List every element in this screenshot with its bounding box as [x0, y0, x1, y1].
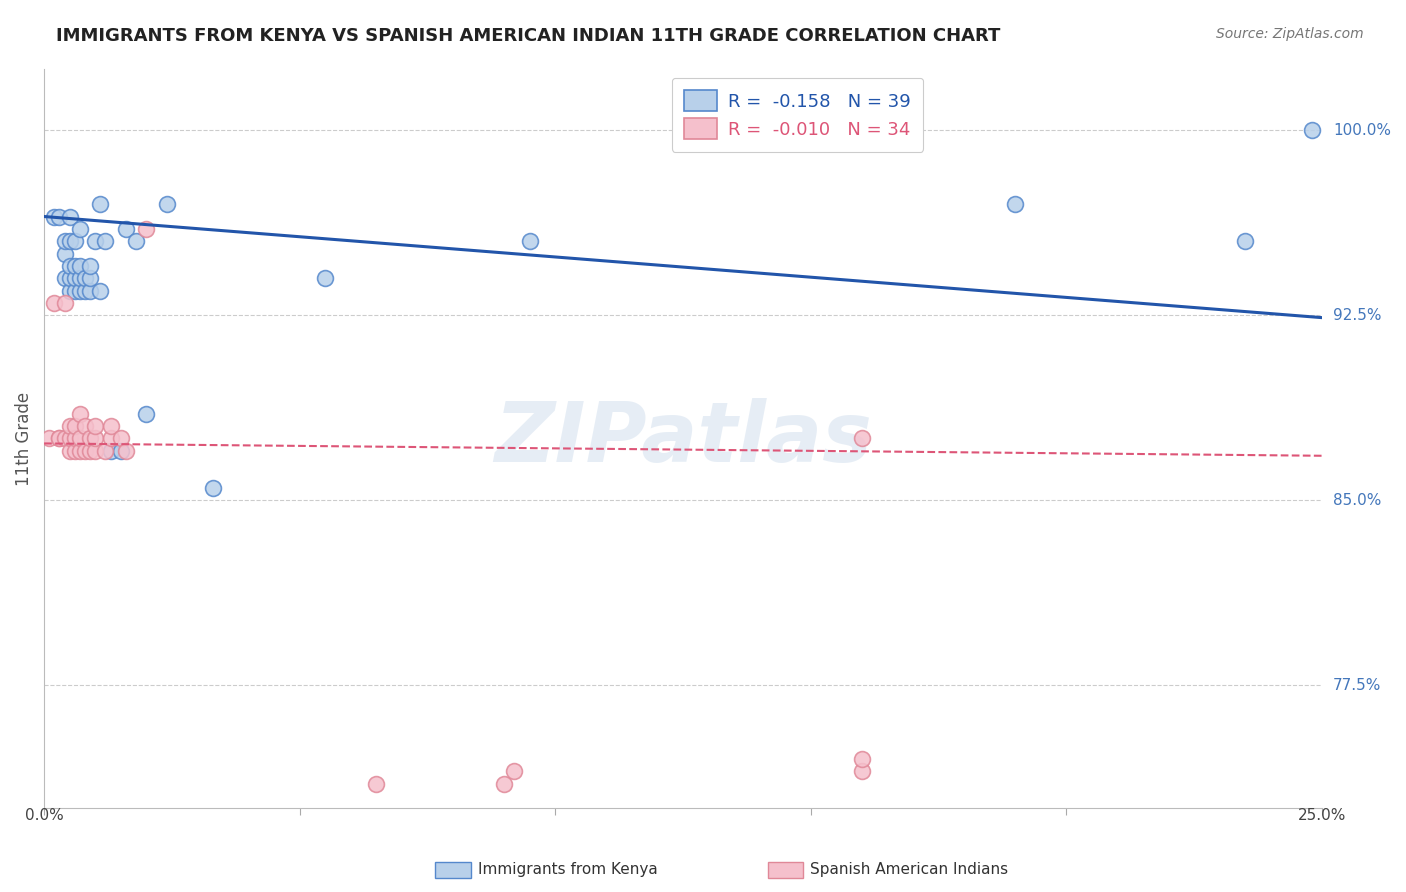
- Point: [79, 259, 101, 273]
- Point: [63, 443, 86, 458]
- Point: [69, 443, 91, 458]
- Text: Immigrants from Kenya: Immigrants from Kenya: [478, 863, 658, 877]
- Point: [63, 419, 86, 434]
- Point: [38, 432, 60, 446]
- Point: [69, 432, 91, 446]
- Point: [69, 407, 91, 421]
- Point: [519, 234, 541, 248]
- Point: [100, 443, 122, 458]
- Point: [73, 284, 96, 298]
- Point: [79, 443, 101, 458]
- Point: [89, 197, 111, 211]
- Point: [115, 222, 138, 236]
- Point: [84, 432, 107, 446]
- Point: [73, 271, 96, 285]
- Point: [1234, 234, 1257, 248]
- Point: [73, 419, 96, 434]
- Point: [44, 210, 66, 224]
- Y-axis label: 11th Grade: 11th Grade: [15, 392, 32, 485]
- Point: [44, 296, 66, 310]
- Point: [110, 432, 132, 446]
- Point: [59, 234, 82, 248]
- Point: [69, 222, 91, 236]
- Legend: R =  -0.158   N = 39, R =  -0.010   N = 34: R = -0.158 N = 39, R = -0.010 N = 34: [672, 78, 924, 152]
- Point: [89, 284, 111, 298]
- Point: [69, 259, 91, 273]
- Point: [503, 764, 526, 779]
- Text: Spanish American Indians: Spanish American Indians: [810, 863, 1008, 877]
- Point: [59, 419, 82, 434]
- Text: IMMIGRANTS FROM KENYA VS SPANISH AMERICAN INDIAN 11TH GRADE CORRELATION CHART: IMMIGRANTS FROM KENYA VS SPANISH AMERICA…: [56, 27, 1001, 45]
- Text: 92.5%: 92.5%: [1333, 308, 1382, 323]
- Point: [100, 419, 122, 434]
- Point: [494, 777, 516, 791]
- Point: [59, 284, 82, 298]
- Text: 77.5%: 77.5%: [1333, 678, 1381, 693]
- Point: [53, 296, 76, 310]
- Point: [48, 432, 70, 446]
- Point: [115, 443, 138, 458]
- Point: [94, 234, 117, 248]
- Point: [135, 222, 157, 236]
- Text: 25.0%: 25.0%: [1298, 808, 1346, 823]
- Point: [1004, 197, 1026, 211]
- Text: Source: ZipAtlas.com: Source: ZipAtlas.com: [1216, 27, 1364, 41]
- Point: [53, 432, 76, 446]
- Point: [63, 259, 86, 273]
- Point: [59, 271, 82, 285]
- Text: ZIPatlas: ZIPatlas: [494, 398, 872, 479]
- Point: [79, 271, 101, 285]
- Point: [1301, 123, 1323, 137]
- Point: [135, 407, 157, 421]
- Point: [53, 246, 76, 260]
- Point: [53, 234, 76, 248]
- Point: [84, 234, 107, 248]
- Point: [48, 210, 70, 224]
- Point: [110, 443, 132, 458]
- Point: [851, 752, 873, 766]
- Point: [73, 443, 96, 458]
- Point: [201, 481, 224, 495]
- Point: [69, 271, 91, 285]
- Point: [63, 271, 86, 285]
- Point: [53, 271, 76, 285]
- Point: [84, 443, 107, 458]
- Point: [59, 210, 82, 224]
- Point: [125, 234, 148, 248]
- Text: 85.0%: 85.0%: [1333, 492, 1381, 508]
- Point: [314, 271, 336, 285]
- Point: [366, 777, 388, 791]
- Point: [851, 764, 873, 779]
- Point: [156, 197, 179, 211]
- Text: 100.0%: 100.0%: [1333, 123, 1391, 137]
- Point: [59, 443, 82, 458]
- Text: 0.0%: 0.0%: [25, 808, 63, 823]
- Point: [63, 234, 86, 248]
- Point: [851, 432, 873, 446]
- Point: [79, 432, 101, 446]
- Point: [84, 419, 107, 434]
- Point: [59, 259, 82, 273]
- Point: [69, 284, 91, 298]
- Point: [79, 284, 101, 298]
- Point: [59, 432, 82, 446]
- Point: [63, 284, 86, 298]
- Point: [94, 443, 117, 458]
- Point: [63, 432, 86, 446]
- Point: [100, 432, 122, 446]
- Point: [48, 432, 70, 446]
